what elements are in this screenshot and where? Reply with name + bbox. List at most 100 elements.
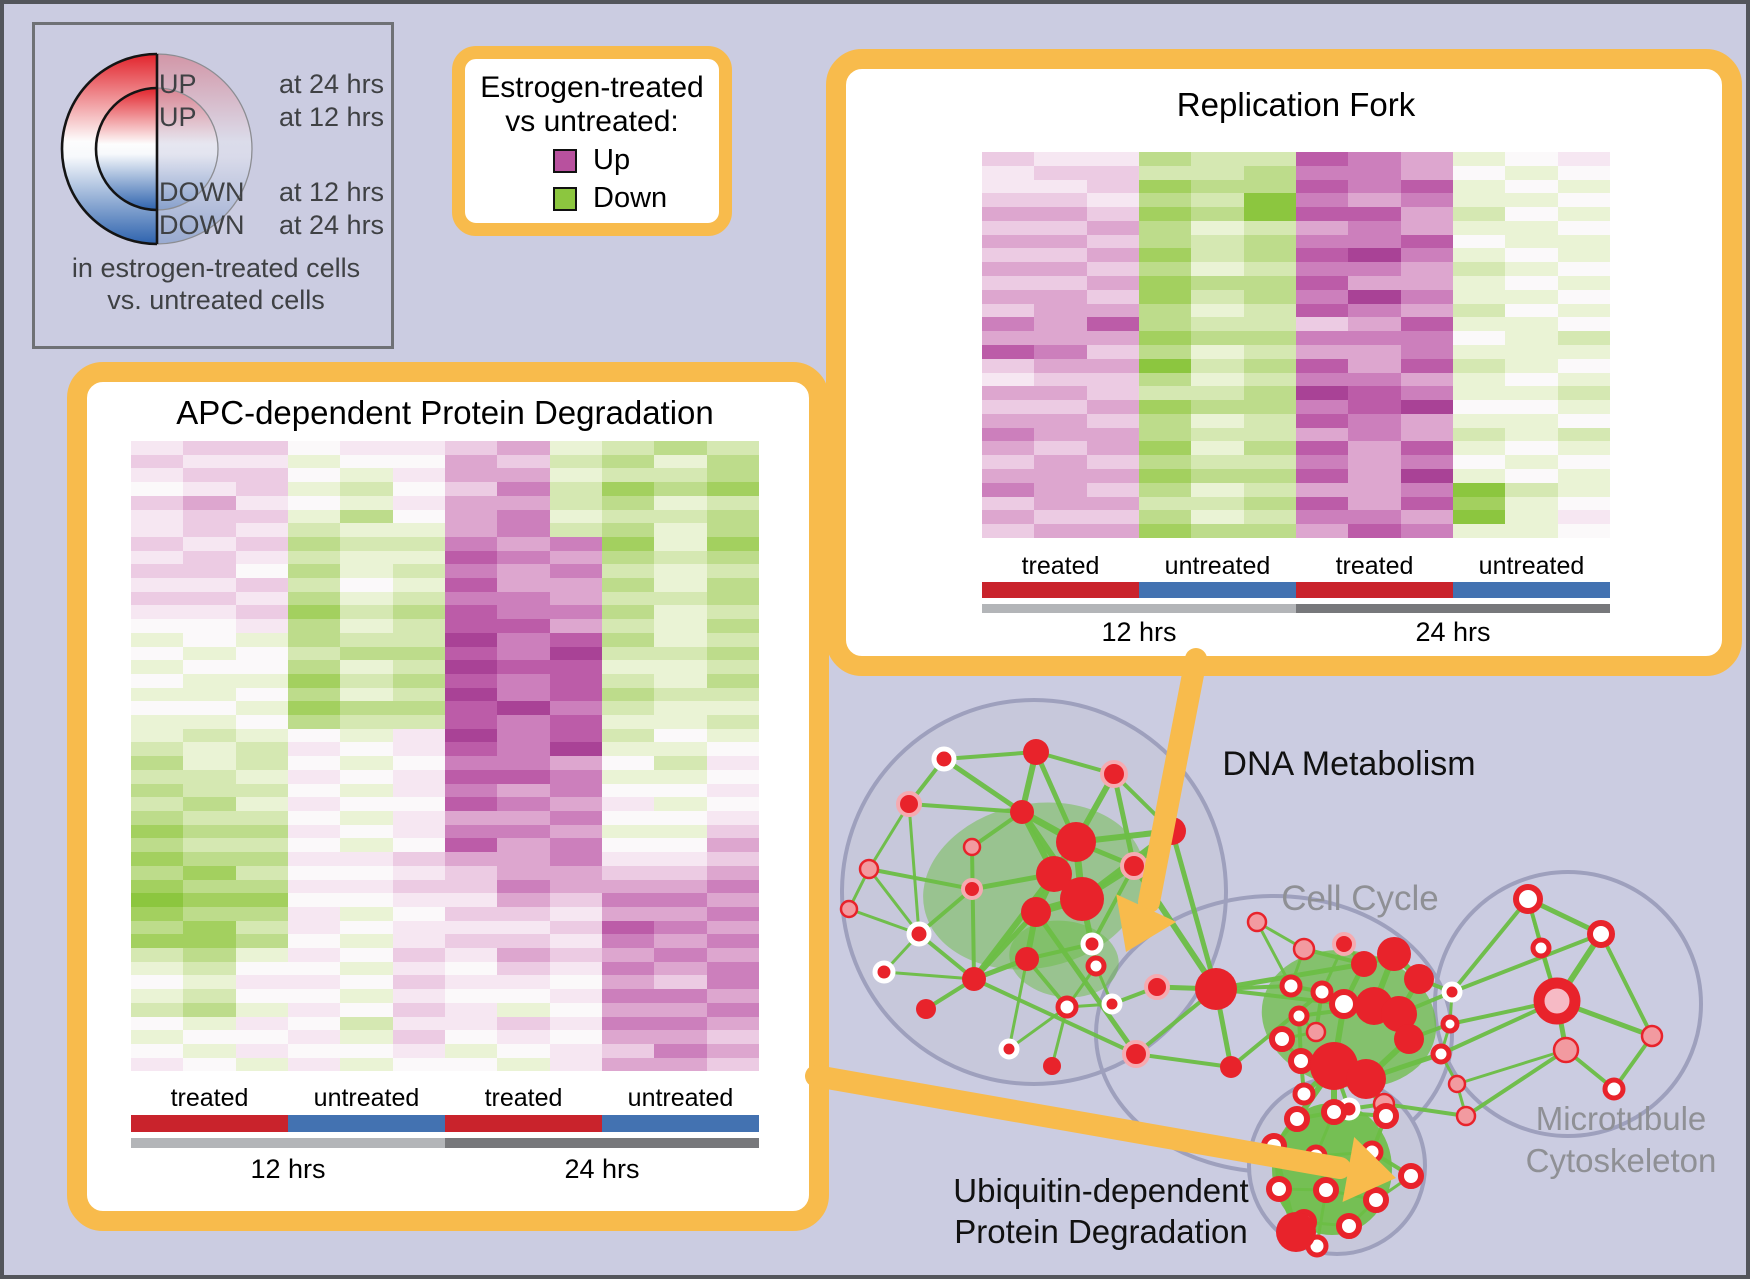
heatmap-cell: [1243, 372, 1296, 387]
heatmap-cell: [1505, 179, 1558, 194]
network-edge: [1049, 869, 1087, 904]
heatmap-cell: [982, 372, 1035, 387]
heatmap-cell: [340, 810, 393, 825]
network-edge: [1361, 951, 1397, 967]
heatmap-cell: [183, 961, 236, 976]
heatmap-cell: [444, 948, 498, 962]
network-node: [1284, 1106, 1310, 1132]
heatmap-cell: [1295, 220, 1349, 235]
heatmap-replication-fork: [982, 152, 1610, 538]
heatmap-cell: [1243, 455, 1296, 469]
heatmap-cell: [1138, 331, 1192, 345]
heatmap-cell: [1086, 468, 1139, 483]
heatmap-cell: [1557, 262, 1610, 277]
heatmap-cell: [235, 1002, 288, 1017]
heatmap-cell: [235, 468, 288, 483]
heatmap-cell: [1086, 455, 1139, 469]
heatmap-cell: [549, 975, 602, 990]
heatmap-cell: [654, 578, 707, 592]
heatmap-cell: [1138, 234, 1192, 249]
heatmap-row: [982, 482, 1610, 497]
heatmap-cell: [601, 454, 655, 469]
heatmap-cell: [340, 934, 393, 949]
heatmap-cell: [392, 810, 445, 825]
heatmap-cell: [183, 920, 236, 935]
heatmap-cell: [601, 948, 655, 962]
heatmap-cell: [601, 509, 655, 524]
heatmap-cell: [601, 441, 655, 455]
heatmap-cell: [444, 879, 498, 894]
heatmap-row: [982, 303, 1610, 318]
network-node: [1292, 937, 1316, 961]
heatmap-cell: [287, 495, 341, 510]
heatmap-cell: [287, 482, 341, 496]
heatmap-cell: [706, 550, 759, 565]
heatmap-cell: [1557, 413, 1610, 428]
heatmap-cell: [1505, 234, 1558, 249]
heatmap-cell: [497, 934, 550, 949]
heatmap-cell: [1034, 179, 1087, 194]
heatmap-cell: [131, 975, 184, 990]
network-edge: [867, 867, 974, 891]
heatmap-row: [982, 386, 1610, 401]
heatmap-cell: [235, 934, 288, 949]
heatmap-cell: [1452, 289, 1506, 304]
heatmap-cell: [235, 893, 288, 907]
heatmap-cell: [131, 687, 184, 702]
network-edge: [1214, 984, 1293, 991]
heatmap-cell: [444, 1057, 498, 1072]
heatmap-cell: [601, 1057, 655, 1072]
heatmap-cell: [1295, 482, 1349, 497]
heatmap-cell: [183, 646, 236, 661]
network-edge: [1280, 1030, 1318, 1041]
heatmap-cell: [497, 523, 550, 537]
network-edge: [1073, 839, 1137, 869]
heatmap-cell: [706, 797, 759, 811]
heatmap-cell: [392, 989, 445, 1003]
heatmap-cell: [1400, 510, 1453, 525]
heatmap-cell: [444, 852, 498, 866]
network-edge: [1370, 1114, 1388, 1154]
heatmap-cell: [1505, 262, 1558, 277]
network-edge: [1213, 961, 1367, 992]
heatmap-cell: [1295, 262, 1349, 277]
heatmap-cell: [1295, 455, 1349, 469]
heatmap-row: [131, 756, 759, 770]
heatmap-cell: [1452, 427, 1506, 442]
heatmap-cell: [1243, 344, 1296, 359]
heatmap-cell: [654, 454, 707, 469]
heatmap-cell: [235, 632, 288, 647]
network-node: [1640, 1024, 1664, 1048]
heatmap-cell: [340, 673, 393, 688]
heatmap-cell: [549, 564, 602, 579]
heatmap-cell: [131, 632, 184, 647]
heatmap-cell: [1138, 179, 1192, 194]
heatmap-cell: [1138, 165, 1192, 180]
heatmap-cell: [497, 906, 550, 921]
heatmap-cell: [1138, 193, 1192, 208]
rf-bar-treated-12: [982, 582, 1139, 598]
legend-item-up: Up: [553, 144, 719, 177]
heatmap-cell: [287, 646, 341, 661]
heatmap-cell: [706, 975, 759, 990]
network-edge: [1025, 942, 1094, 961]
heatmap-cell: [497, 769, 550, 784]
heatmap-row: [131, 536, 759, 551]
apc-group-label-untreated-12: untreated: [313, 1084, 420, 1112]
updown-circles-icon: [60, 52, 253, 246]
heatmap-cell: [706, 687, 759, 702]
heatmap-cell: [235, 509, 288, 524]
heatmap-cell: [340, 920, 393, 935]
heatmap-cell: [1295, 413, 1349, 428]
heatmap-row: [982, 510, 1610, 525]
network-node: [1346, 1059, 1386, 1099]
heatmap-cell: [982, 358, 1035, 373]
network-edge: [1371, 951, 1397, 1009]
heatmap-cell: [1557, 248, 1610, 263]
heatmap-cell: [287, 989, 341, 1003]
heatmap-row: [982, 344, 1610, 359]
heatmap-cell: [1243, 262, 1296, 277]
network-node: [1587, 920, 1615, 948]
heatmap-cell: [706, 810, 759, 825]
heatmap-cell: [654, 1030, 707, 1044]
